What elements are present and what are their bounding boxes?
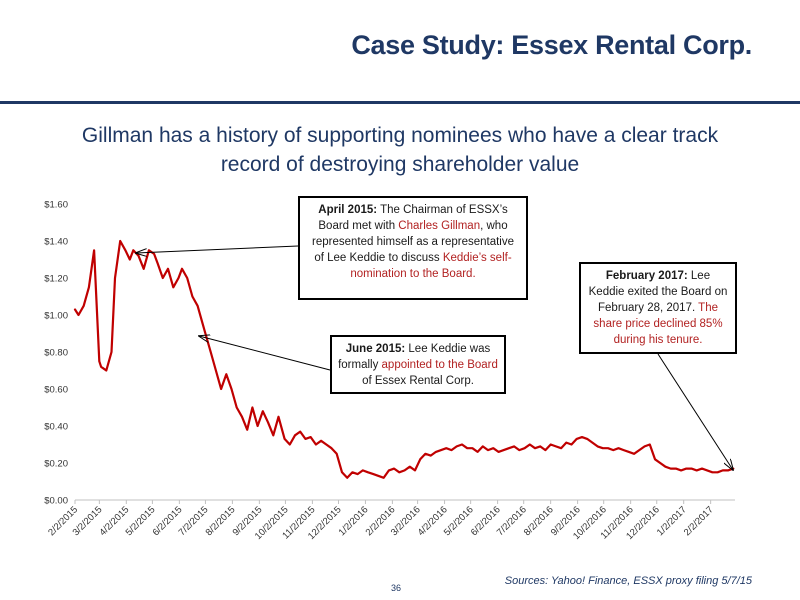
y-tick-label: $1.40	[44, 237, 68, 248]
callout-june-highlight: appointed to the Board	[381, 359, 498, 371]
callout-feb-highlight: The share price declined 85% during his …	[593, 302, 723, 346]
callout-june-2015: June 2015: Lee Keddie was formally appoi…	[330, 335, 506, 394]
y-tick-label: $0.20	[44, 459, 68, 470]
price-series	[73, 239, 735, 479]
slide-subtitle: Gillman has a history of supporting nomi…	[30, 121, 770, 179]
callout-arrows	[136, 245, 733, 470]
slide-title: Case Study: Essex Rental Corp.	[351, 30, 752, 60]
callout-june-text-1: Lee Keddie was formally	[338, 343, 491, 371]
arrow-april	[136, 245, 299, 253]
subtitle-line-1: Gillman has a history of supporting nomi…	[81, 124, 719, 147]
callout-june-text-2: of Essex Rental Corp.	[362, 375, 474, 387]
y-tick-label: $0.60	[44, 385, 68, 396]
callout-april-2015: April 2015: The Chairman of ESSX’s Board…	[298, 196, 528, 300]
y-tick-label: $0.40	[44, 422, 68, 433]
y-tick-label: $1.60	[44, 200, 68, 211]
callout-april-highlight-1: Charles Gillman	[398, 220, 481, 232]
y-tick-label: $1.00	[44, 311, 68, 322]
callout-april-highlight-2: Keddie’s self-nomination to the Board.	[350, 252, 512, 280]
x-tick-label: 2/2/2017	[682, 504, 716, 538]
title-divider	[0, 101, 800, 104]
callout-april-text-1: The Chairman of ESSX’s Board met with	[318, 204, 508, 232]
callout-april-heading: April 2015:	[318, 204, 378, 216]
page-number: 36	[391, 583, 402, 593]
x-axis: 2/2/20153/2/20154/2/20155/2/20156/2/2015…	[46, 499, 735, 542]
callout-feb-heading: February 2017:	[605, 270, 688, 282]
y-tick-label: $1.20	[44, 274, 68, 285]
arrow-june	[199, 336, 331, 371]
callout-april-text-2: , who represented himself as a represent…	[312, 220, 514, 264]
y-tick-label: $0.80	[44, 348, 68, 359]
callout-feb-2017: February 2017: Lee Keddie exited the Boa…	[579, 262, 737, 354]
y-axis: $0.00 $0.20 $0.40 $0.60 $0.80 $1.00 $1.20 $1.40…	[44, 200, 68, 507]
price-line	[73, 239, 735, 479]
subtitle-line-2: record of destroying shareholder value	[220, 153, 580, 176]
sources-note: Sources: Yahoo! Finance, ESSX proxy fili…	[504, 575, 752, 587]
arrow-feb	[657, 353, 733, 470]
y-tick-label: $0.00	[44, 496, 68, 507]
callout-june-heading: June 2015:	[345, 343, 406, 355]
callout-feb-text-1: Lee Keddie exited the Board on February …	[588, 270, 728, 314]
